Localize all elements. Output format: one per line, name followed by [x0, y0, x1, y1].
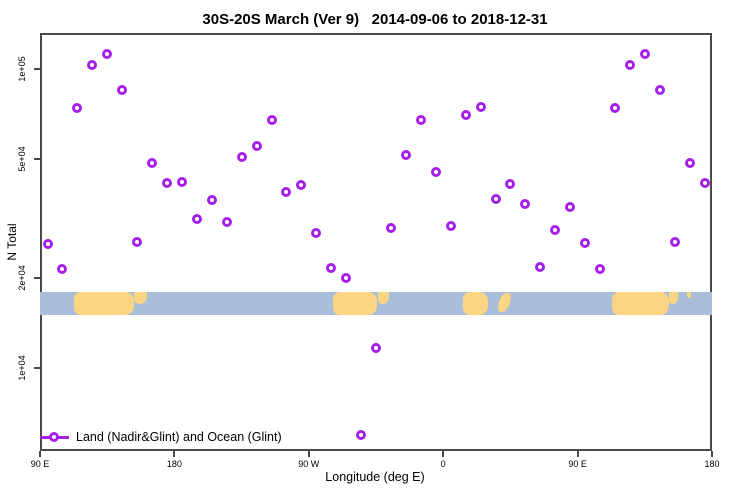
chart-title: 30S-20S March (Ver 9) 2014-09-06 to 2018… — [202, 11, 548, 28]
data-point-marker — [400, 150, 411, 161]
data-point-marker — [385, 223, 396, 234]
y-axis-tick-label: 2e+04 — [17, 265, 27, 291]
data-point-marker — [565, 201, 576, 212]
x-axis-title: Longitude (deg E) — [325, 470, 425, 484]
map-strip-land-patch-southern-africa — [462, 292, 488, 315]
y-axis-tick — [34, 68, 40, 70]
map-strip-land-patch-new-caledonia — [686, 292, 692, 298]
data-point-marker — [117, 85, 128, 95]
x-axis-tick-label: 0 — [440, 459, 446, 469]
plot-area: N Total Land (Nadir&Glint) and Ocean (Gl… — [5, 33, 720, 469]
data-point-marker — [266, 115, 277, 125]
data-point-marker — [520, 198, 531, 209]
data-point-marker — [475, 101, 486, 112]
y-axis-tick — [34, 367, 40, 369]
map-strip-land-patch-australia — [74, 292, 134, 315]
data-point-marker — [595, 264, 605, 275]
x-axis-tick-label: 90 E — [568, 459, 587, 469]
data-point-marker — [311, 227, 322, 238]
x-axis-tick — [576, 451, 579, 457]
data-point-marker — [684, 158, 695, 169]
map-strip-land-patch-australia-east-coast — [134, 292, 148, 304]
y-axis-tick-label: 5e+04 — [17, 146, 27, 172]
map-strip-land-patch-south-america — [332, 292, 378, 315]
y-axis-tick-label: 1e+05 — [17, 56, 27, 82]
data-point-marker — [42, 238, 53, 249]
data-point-marker — [191, 214, 202, 224]
legend: Land (Nadir&Glint) and Ocean (Glint) — [40, 429, 282, 445]
data-point-marker — [460, 109, 471, 120]
y-axis-title: N Total — [5, 223, 19, 261]
data-point-marker — [176, 177, 187, 188]
x-axis-tick-label: 90 W — [298, 459, 320, 469]
data-point-marker — [236, 152, 247, 163]
data-point-marker — [505, 178, 516, 189]
map-strip-land-patch-australia-repeat — [611, 292, 669, 315]
data-point-marker — [87, 60, 98, 71]
x-axis-tick — [307, 451, 310, 457]
data-point-marker — [221, 216, 232, 227]
data-point-marker — [132, 237, 143, 248]
y-axis-tick-label: 1e+04 — [17, 355, 27, 381]
x-axis-tick-label: 90 E — [30, 459, 50, 469]
legend-marker-line — [40, 432, 69, 442]
x-axis-tick-label: 180 — [704, 459, 720, 469]
data-point-marker — [102, 49, 113, 60]
map-strip-ocean — [40, 292, 712, 315]
x-axis-tick — [442, 451, 445, 457]
data-point-marker — [147, 158, 157, 169]
data-point-marker — [72, 102, 83, 113]
data-point-marker — [445, 220, 456, 231]
map-strip-land-patch-australia-east-coast-repeat — [668, 292, 678, 304]
x-axis-tick — [711, 451, 713, 457]
data-point-marker — [580, 237, 591, 248]
data-point-marker — [624, 60, 635, 71]
data-point-marker — [550, 225, 561, 236]
data-point-marker — [669, 237, 680, 248]
data-point-marker — [699, 178, 710, 189]
y-axis-tick — [34, 277, 40, 279]
y-axis-tick — [34, 158, 40, 160]
x-axis-tick — [173, 451, 176, 457]
data-point-marker — [356, 430, 367, 441]
data-point-marker — [490, 193, 501, 204]
data-point-marker — [639, 49, 650, 60]
data-point-marker — [341, 273, 352, 283]
legend-marker-circle — [49, 432, 59, 442]
data-point-marker — [371, 342, 381, 353]
data-point-marker — [430, 167, 441, 178]
data-point-marker — [57, 264, 68, 275]
data-point-marker — [609, 102, 620, 113]
data-point-marker — [206, 194, 217, 205]
legend-label: Land (Nadir&Glint) and Ocean (Glint) — [76, 430, 282, 444]
data-point-marker — [251, 140, 262, 151]
x-axis-tick-label: 180 — [166, 459, 182, 469]
data-point-marker — [415, 115, 426, 125]
data-point-marker — [326, 263, 337, 273]
map-strip-land-patch-south-america-east — [377, 292, 390, 304]
map-strip-land-patch-madagascar — [495, 293, 512, 312]
data-point-marker — [281, 186, 292, 197]
data-point-marker — [654, 85, 665, 95]
data-point-marker — [161, 178, 172, 189]
data-point-marker — [535, 261, 546, 272]
x-axis-tick — [39, 451, 41, 457]
data-point-marker — [296, 179, 307, 190]
